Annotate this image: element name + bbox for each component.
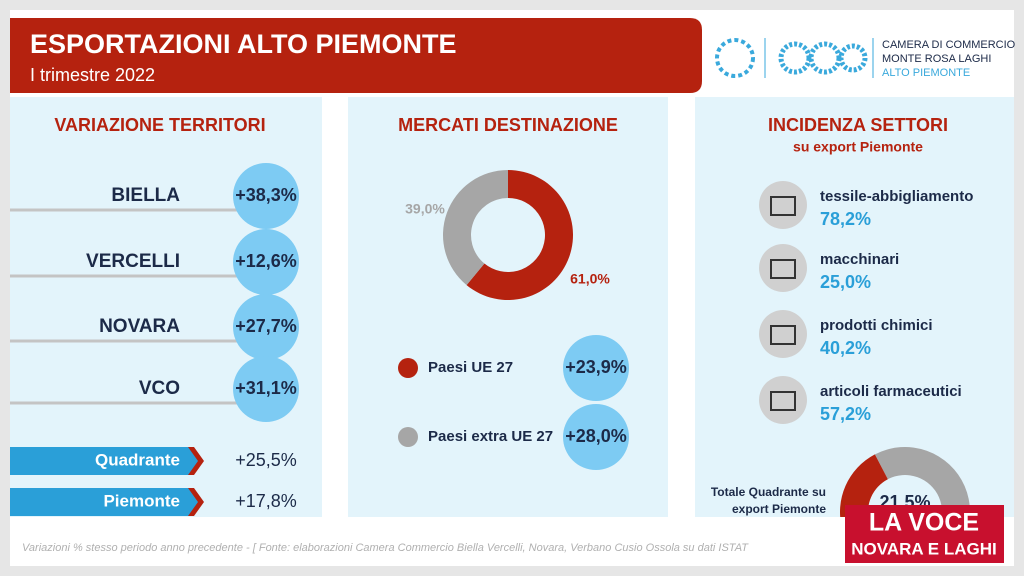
value-bubble — [233, 229, 299, 295]
logo-text: MONTE ROSA LAGHI — [882, 53, 991, 65]
header-band — [10, 18, 702, 93]
footnote: Variazioni % stesso periodo anno precede… — [22, 542, 749, 554]
brand: LA VOCE — [869, 509, 979, 537]
territory-label: VCO — [139, 378, 180, 399]
logo: CAMERA DI COMMERCIO MONTE ROSA LAGHI ALT… — [715, 38, 1016, 79]
total-value: +25,5% — [235, 450, 297, 470]
donut-label: 39,0% — [405, 201, 445, 217]
sector-label: macchinari — [820, 251, 899, 268]
legend-label: Paesi UE 27 — [428, 359, 513, 376]
territory-label: NOVARA — [99, 316, 180, 337]
icon-glyph — [770, 391, 796, 411]
territory-value: +12,6% — [235, 251, 297, 271]
value-bubble — [563, 404, 629, 470]
ribbon — [10, 447, 200, 475]
panel-title: VARIAZIONE TERRITORI — [54, 115, 265, 135]
donut-slice — [840, 454, 888, 517]
sector-label: tessile-abbigliamento — [820, 188, 973, 205]
donut-slice — [443, 170, 508, 286]
ribbon-tip — [188, 447, 204, 475]
value-bubble — [233, 294, 299, 360]
sector-value: 57,2% — [820, 404, 871, 424]
logo-text: CAMERA DI COMMERCIO — [882, 39, 1016, 51]
donut-rest — [874, 447, 971, 517]
sector-label: articoli farmaceutici — [820, 383, 962, 400]
icon — [759, 181, 807, 229]
territory-value: +27,7% — [235, 316, 297, 336]
brand-box — [845, 505, 1004, 563]
icon-glyph — [770, 325, 796, 345]
sector-value: 78,2% — [820, 209, 871, 229]
total-label: Piemonte — [103, 491, 180, 510]
donut-label: 61,0% — [570, 271, 610, 287]
icon — [759, 310, 807, 358]
total-label: Quadrante — [95, 450, 180, 469]
territory-value: +38,3% — [235, 185, 297, 205]
territory-value: +31,1% — [235, 378, 297, 398]
ribbon — [10, 488, 200, 516]
icon — [759, 376, 807, 424]
territory-label: BIELLA — [111, 185, 180, 206]
legend-value: +28,0% — [565, 426, 627, 446]
legend-value: +23,9% — [565, 357, 627, 377]
value-bubble — [233, 356, 299, 422]
sector-value: 25,0% — [820, 272, 871, 292]
subtitle: I trimestre 2022 — [30, 65, 155, 85]
brand: NOVARA E LAGHI — [851, 539, 996, 558]
legend-dot — [398, 427, 418, 447]
logo-text: ALTO PIEMONTE — [882, 67, 970, 79]
panel-title: MERCATI DESTINAZIONE — [398, 115, 618, 135]
panel-subtitle: su export Piemonte — [793, 139, 923, 155]
total-label: export Piemonte — [732, 502, 826, 516]
legend-dot — [398, 358, 418, 378]
ribbon-tip — [188, 488, 204, 516]
donut-slice — [466, 170, 573, 300]
icon-glyph — [770, 259, 796, 279]
value-bubble — [563, 335, 629, 401]
icon-glyph — [770, 196, 796, 216]
legend-label: Paesi extra UE 27 — [428, 428, 553, 445]
value-bubble — [233, 163, 299, 229]
title: ESPORTAZIONI ALTO PIEMONTE — [30, 29, 457, 59]
sector-label: prodotti chimici — [820, 317, 933, 334]
total-value: +17,8% — [235, 491, 297, 511]
total-label: Totale Quadrante su — [711, 485, 826, 499]
territory-label: VERCELLI — [86, 251, 180, 272]
icon — [759, 244, 807, 292]
panel-title: INCIDENZA SETTORI — [768, 115, 948, 135]
sector-value: 40,2% — [820, 338, 871, 358]
panel — [695, 97, 1014, 517]
